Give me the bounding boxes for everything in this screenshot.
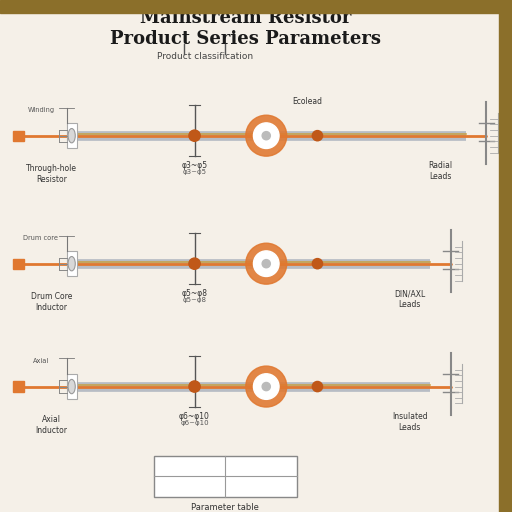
Ellipse shape bbox=[68, 379, 75, 394]
Text: Insulated
Leads: Insulated Leads bbox=[392, 412, 428, 432]
Bar bbox=[13, 381, 24, 392]
Text: Ecolead: Ecolead bbox=[292, 97, 322, 106]
Text: Product classification: Product classification bbox=[157, 52, 253, 61]
Text: φ5~φ8: φ5~φ8 bbox=[183, 297, 206, 303]
Circle shape bbox=[262, 132, 270, 140]
Circle shape bbox=[312, 381, 323, 392]
Bar bbox=[67, 374, 77, 399]
Text: φ6~φ10: φ6~φ10 bbox=[179, 412, 210, 421]
Text: Axial: Axial bbox=[33, 357, 49, 364]
Circle shape bbox=[262, 382, 270, 391]
Bar bbox=[13, 131, 24, 141]
Circle shape bbox=[312, 131, 323, 141]
Circle shape bbox=[312, 259, 323, 269]
Circle shape bbox=[189, 258, 200, 269]
Text: Drum core: Drum core bbox=[24, 234, 58, 241]
Bar bbox=[0, 0, 512, 13]
Text: Winding: Winding bbox=[28, 106, 54, 113]
Text: Mainstream Resistor
Product Series Parameters: Mainstream Resistor Product Series Param… bbox=[110, 9, 381, 48]
Circle shape bbox=[189, 381, 200, 392]
Text: φ6~φ10: φ6~φ10 bbox=[180, 420, 209, 426]
Circle shape bbox=[189, 130, 200, 141]
Bar bbox=[499, 0, 512, 512]
Text: Drum Core
Inductor: Drum Core Inductor bbox=[31, 292, 72, 312]
Circle shape bbox=[246, 243, 287, 284]
Bar bbox=[67, 251, 77, 276]
Circle shape bbox=[246, 115, 287, 156]
Ellipse shape bbox=[68, 129, 75, 143]
Circle shape bbox=[253, 374, 279, 399]
Circle shape bbox=[253, 251, 279, 276]
Ellipse shape bbox=[68, 257, 75, 271]
Text: Axial
Inductor: Axial Inductor bbox=[35, 415, 67, 435]
Circle shape bbox=[246, 366, 287, 407]
Text: Through-hole
Resistor: Through-hole Resistor bbox=[26, 164, 77, 184]
Text: φ5~φ8: φ5~φ8 bbox=[182, 289, 207, 298]
Text: φ3~φ5: φ3~φ5 bbox=[181, 161, 208, 170]
Text: Radial
Leads: Radial Leads bbox=[428, 161, 453, 181]
Circle shape bbox=[262, 260, 270, 268]
Bar bbox=[67, 123, 77, 148]
Bar bbox=[154, 456, 297, 497]
Bar bbox=[13, 259, 24, 269]
Text: φ3~φ5: φ3~φ5 bbox=[183, 169, 206, 175]
Text: Parameter table: Parameter table bbox=[191, 503, 259, 512]
Text: DIN/AXL
Leads: DIN/AXL Leads bbox=[394, 289, 425, 309]
Circle shape bbox=[253, 123, 279, 148]
